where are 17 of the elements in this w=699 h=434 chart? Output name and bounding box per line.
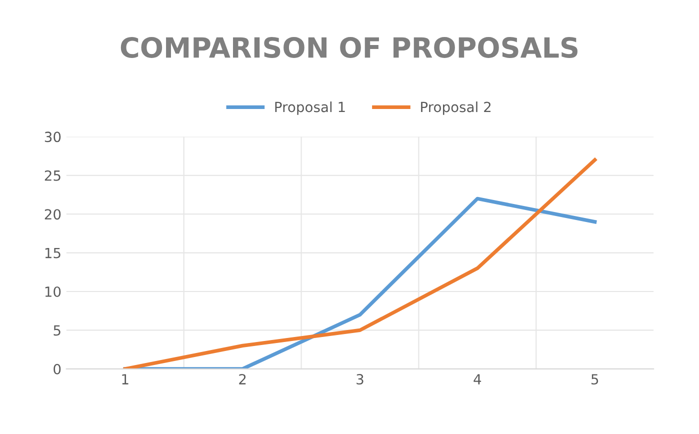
x-tick-label: 5 [592, 374, 598, 385]
line-series [123, 196, 597, 369]
legend-label: Proposal 2 [421, 101, 491, 115]
x-tick-label: 1 [122, 374, 128, 384]
y-tick-label: 10 [45, 286, 61, 297]
y-tick-label: 5 [54, 325, 60, 336]
x-tick-label: 4 [474, 374, 482, 384]
y-tick-label: 15 [45, 248, 60, 258]
x-tick-label: 3 [356, 374, 364, 385]
y-tick-label: 20 [44, 209, 61, 220]
x-tick-label: 2 [239, 374, 246, 384]
y-tick-label: 30 [44, 132, 61, 142]
y-tick-label: 25 [44, 170, 60, 181]
line-series [123, 158, 597, 369]
y-tick-label: 0 [54, 364, 61, 374]
chart-title: COMPARISON OF PROPOSALS [120, 36, 578, 58]
legend-label: Proposal 1 [275, 101, 345, 115]
